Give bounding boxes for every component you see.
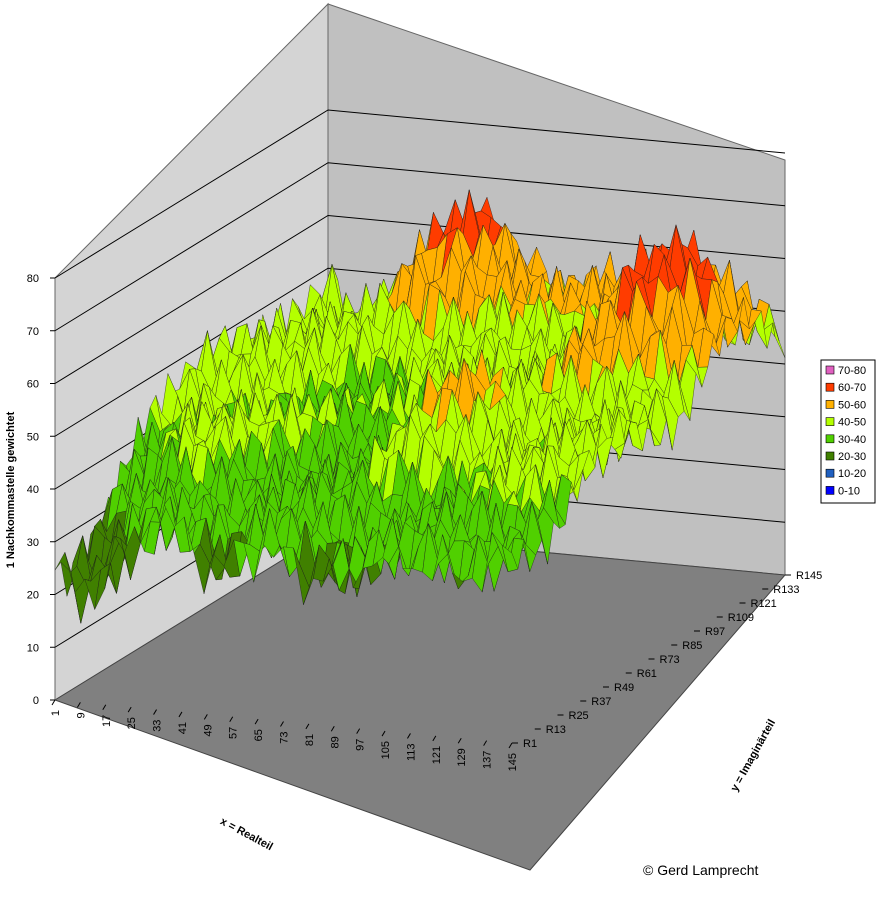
x-tick-label: 17 xyxy=(101,715,113,727)
legend-swatch xyxy=(825,382,835,392)
z-tick-label: 70 xyxy=(27,326,39,338)
x-tick-mark xyxy=(305,723,310,730)
legend-label: 70-80 xyxy=(838,365,866,377)
x-axis-ticks: 1 9 17 25 33 41 49 57 65 73 81 89 97 105 113 121 129 137 1… xyxy=(50,699,519,771)
y-tick-label: R97 xyxy=(705,626,725,638)
x-tick-mark xyxy=(254,718,259,725)
x-tick-mark xyxy=(102,704,107,711)
y-tick-label: R49 xyxy=(614,682,634,694)
legend-swatch xyxy=(825,365,835,375)
z-tick-label: 50 xyxy=(27,431,39,443)
y-tick-label: R37 xyxy=(591,696,611,708)
y-tick-label: R13 xyxy=(546,724,566,736)
x-tick-mark xyxy=(457,737,462,744)
x-tick-mark xyxy=(203,714,208,720)
x-tick-label: 1 xyxy=(50,710,62,716)
z-axis-label: 1 Nachkommastelle gewichtet xyxy=(5,411,17,568)
y-tick-label: R145 xyxy=(796,570,822,582)
legend-swatch xyxy=(825,486,835,495)
y-tick-label: R121 xyxy=(751,598,777,610)
z-tick-label: 0 xyxy=(33,695,39,707)
x-tick-label: 65 xyxy=(253,729,265,741)
x-tick-mark xyxy=(407,733,411,739)
x-tick-label: 89 xyxy=(329,736,341,748)
z-tick-label: 20 xyxy=(27,590,39,602)
legend-swatch xyxy=(825,417,835,426)
x-tick-mark xyxy=(127,706,132,713)
x-tick-mark xyxy=(432,735,437,742)
x-tick-mark xyxy=(356,728,361,734)
y-tick-label: R85 xyxy=(682,640,702,652)
x-tick-mark xyxy=(178,711,183,718)
x-tick-label: 129 xyxy=(456,748,468,766)
z-tick-label: 80 xyxy=(27,273,39,285)
legend-label: 60-70 xyxy=(838,382,866,394)
legend-swatch xyxy=(825,434,835,444)
x-tick-label: 57 xyxy=(228,727,240,739)
legend-label: 50-60 xyxy=(838,399,866,411)
y-tick-label: R109 xyxy=(728,612,754,624)
x-tick-label: 121 xyxy=(431,746,443,764)
legend-swatch xyxy=(825,451,835,461)
legend-label: 10-20 xyxy=(838,468,866,480)
x-tick-mark xyxy=(76,702,81,708)
x-tick-label: 33 xyxy=(152,720,164,732)
x-tick-mark xyxy=(381,730,386,737)
surface-cell xyxy=(501,544,519,572)
legend: 70-80 60-70 50-60 40-50 30-40 20-30 10-20 0-10 xyxy=(820,359,876,504)
copyright-text: © Gerd Lamprecht xyxy=(643,862,758,878)
x-axis-label: x = Realteil xyxy=(218,815,275,853)
x-tick-mark xyxy=(280,721,284,727)
legend-swatch xyxy=(825,400,835,409)
x-tick-label: 41 xyxy=(177,722,189,734)
x-tick-mark xyxy=(508,742,513,749)
x-tick-mark xyxy=(51,699,56,706)
wall-gridline xyxy=(54,109,786,279)
legend-label: 0-10 xyxy=(838,485,860,497)
y-tick-label: R133 xyxy=(773,584,799,596)
legend-swatch xyxy=(825,468,835,478)
x-tick-label: 9 xyxy=(75,712,87,718)
legend-label: 40-50 xyxy=(838,417,866,429)
x-tick-label: 49 xyxy=(202,724,214,736)
x-tick-label: 105 xyxy=(380,741,392,759)
x-tick-mark xyxy=(229,716,234,722)
y-tick-label: R1 xyxy=(523,738,537,750)
y-tick-label: R61 xyxy=(637,668,657,680)
x-tick-mark xyxy=(483,740,488,746)
x-tick-label: 73 xyxy=(279,732,291,744)
x-tick-label: 137 xyxy=(482,751,494,769)
wall-gridline xyxy=(54,162,786,332)
x-tick-label: 113 xyxy=(405,743,417,761)
legend-label: 20-30 xyxy=(838,451,866,463)
z-tick-label: 40 xyxy=(27,484,39,496)
x-tick-mark xyxy=(330,726,335,732)
y-tick-label: R73 xyxy=(660,654,680,666)
x-tick-label: 97 xyxy=(355,739,367,751)
legend-label: 30-40 xyxy=(838,434,866,446)
wall-gridline xyxy=(54,214,786,384)
x-tick-mark xyxy=(153,709,157,715)
surface-mesh xyxy=(54,189,786,624)
y-tick-label: R25 xyxy=(569,710,589,722)
x-tick-label: 25 xyxy=(126,717,138,729)
z-tick-label: 60 xyxy=(27,379,39,391)
z-axis-ticks: 0 10 20 30 40 50 60 70 80 xyxy=(27,273,55,707)
x-tick-label: 145 xyxy=(507,753,519,771)
z-tick-label: 10 xyxy=(27,642,39,654)
z-tick-label: 30 xyxy=(27,537,39,549)
y-axis-label: y = Imaginärteil xyxy=(729,717,778,793)
x-tick-label: 81 xyxy=(304,734,316,746)
